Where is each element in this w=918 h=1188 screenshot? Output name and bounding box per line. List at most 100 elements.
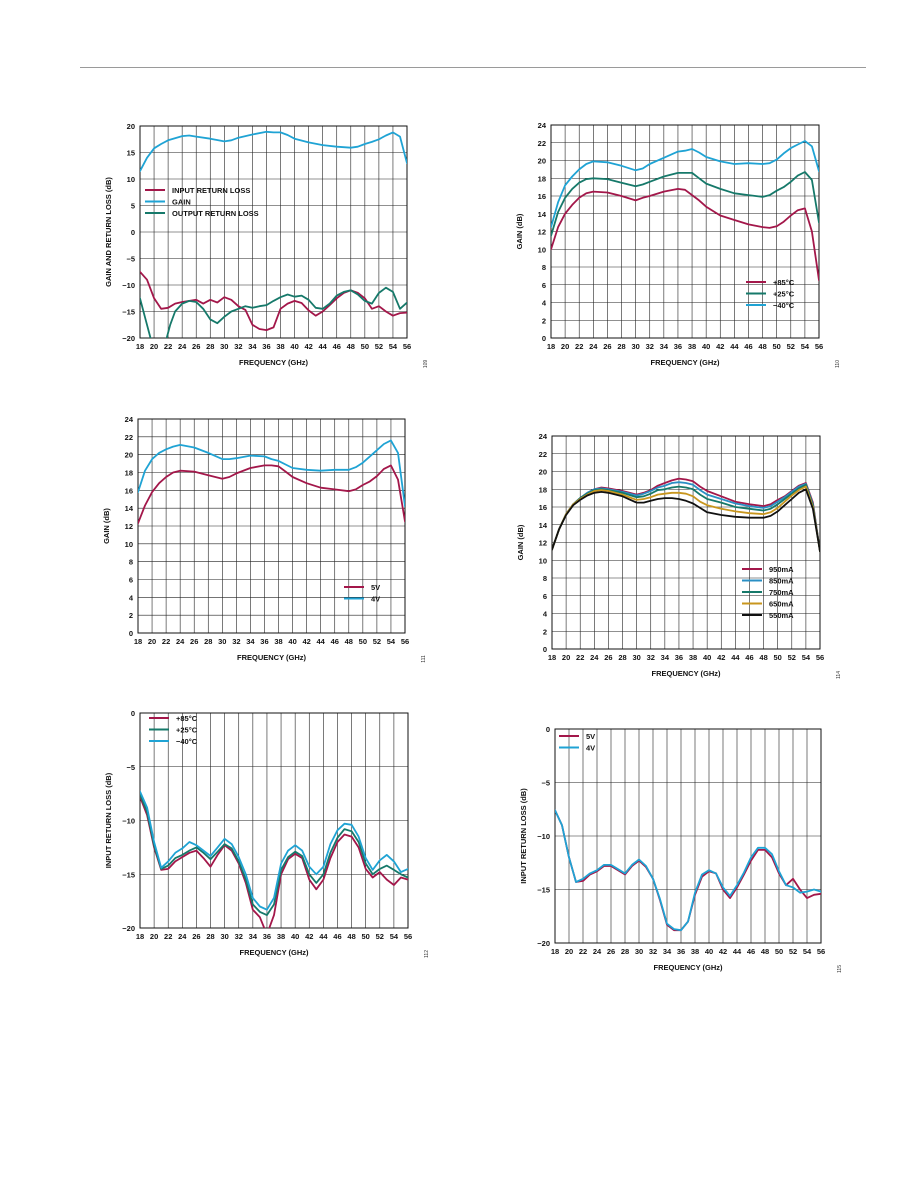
series-line-5v [138,464,405,525]
x-tick-label: 42 [304,342,312,351]
y-tick-label: 22 [538,139,546,148]
series-line--40-c [140,790,408,911]
x-tick-label: 40 [290,342,298,351]
plot-frame [139,712,409,929]
x-tick-label: 18 [547,342,555,351]
series-line--25-c [551,171,819,237]
series-group [551,140,819,282]
x-tick-label: 40 [288,637,296,646]
x-tick-label: 52 [788,653,796,662]
y-tick-label: 12 [539,539,547,548]
x-tick-label: 46 [744,342,752,351]
x-tick-label: 56 [401,637,409,646]
plot-area: 18 20 22 24 26 28 30 32 34 36 38 40 42 44 46 48 50 52 54 56… [104,122,429,368]
y-tick-label: 0 [542,334,546,343]
y-tick-label: 2 [129,611,133,620]
x-tick-label: 28 [617,342,625,351]
x-tick-label: 18 [134,637,142,646]
y-tick-label: 5 [131,202,135,211]
chart-5: 18 20 22 24 26 28 30 32 34 36 38 40 42 44 46 48 50 52 54 56… [104,709,430,958]
x-tick-label: 54 [801,342,810,351]
legend-label: 850mA [769,577,794,586]
legend-label: OUTPUT RETURN LOSS [172,209,259,218]
y-tick-label: 12 [538,228,546,237]
x-tick-label: 36 [262,342,270,351]
figure-id: 114 [836,671,842,679]
x-tick-label: 32 [646,342,654,351]
y-tick-label: 8 [129,558,133,567]
x-tick-label: 30 [632,653,640,662]
legend-label: 650mA [769,600,794,609]
x-tick-label: 52 [376,932,384,941]
chart-2: 18 20 22 24 26 28 30 32 34 36 38 40 42 44 46 48 50 52 54 56… [515,121,841,368]
plot-frame [551,435,821,650]
x-tick-label: 34 [661,653,670,662]
x-tick-label: 40 [705,947,713,956]
x-tick-label: 28 [204,637,212,646]
y-tick-label: 14 [538,210,547,219]
x-tick-label: 40 [291,932,299,941]
x-tick-label: 56 [817,947,825,956]
plot-frame [137,418,406,634]
x-tick-label: 20 [150,932,158,941]
x-tick-label: 44 [730,342,739,351]
y-axis-label: GAIN (dB) [102,508,111,544]
y-tick-label: −20 [122,334,135,343]
x-tick-label: 36 [674,342,682,351]
x-tick-label: 18 [136,932,144,941]
y-axis-label: INPUT RETURN LOSS (dB) [104,772,113,868]
x-tick-label: 46 [333,932,341,941]
x-tick-label: 22 [164,342,172,351]
series-line-650ma [552,485,820,553]
series-group [552,477,820,553]
y-tick-label: 24 [539,432,548,441]
y-tick-label: −20 [537,939,550,948]
x-tick-label: 48 [345,637,353,646]
series-group [138,439,405,525]
legend: 950mA 850mA 750mA 650mA 550mA [742,565,794,620]
x-tick-label: 38 [276,342,284,351]
y-tick-label: 14 [539,521,548,530]
x-tick-label: 20 [148,637,156,646]
x-tick-label: 54 [803,947,812,956]
x-tick-label: 28 [621,947,629,956]
x-tick-label: 50 [359,637,367,646]
y-tick-label: 14 [125,504,134,513]
y-tick-label: 16 [125,486,133,495]
figure-id: 110 [835,360,841,368]
x-tick-label: 26 [190,637,198,646]
x-tick-label: 40 [703,653,711,662]
x-tick-label: 44 [731,653,740,662]
legend: +85°C +25°C −40°C [746,278,795,310]
y-tick-label: 0 [543,645,547,654]
x-tick-label: 26 [192,342,200,351]
x-tick-label: 48 [761,947,769,956]
x-axis-label: FREQUENCY (GHz) [650,358,720,367]
y-tick-label: 18 [538,174,546,183]
series-line--40-c [551,140,819,228]
x-tick-label: 38 [274,637,282,646]
x-tick-label: 52 [375,342,383,351]
figure-id: 109 [423,360,429,369]
x-tick-label: 28 [618,653,626,662]
y-tick-label: −10 [537,832,550,841]
x-tick-label: 20 [150,342,158,351]
legend: INPUT RETURN LOSS GAIN OUTPUT RETURN LOSS [145,186,259,218]
x-tick-label: 32 [647,653,655,662]
x-axis-label: FREQUENCY (GHz) [237,653,307,662]
series-line-input-return-loss [140,270,407,331]
y-tick-label: 20 [125,451,133,460]
series-line-4v [555,809,821,932]
y-tick-label: 0 [131,709,135,718]
x-tick-label: 18 [136,342,144,351]
legend: +85°C +25°C −40°C [149,714,198,746]
x-tick-label: 24 [590,653,599,662]
y-tick-label: 4 [129,593,134,602]
x-tick-label: 48 [347,342,355,351]
chart-6: 18 20 22 24 26 28 30 32 34 36 38 40 42 44 46 48 50 52 54 56… [519,725,843,973]
y-tick-label: 6 [129,576,133,585]
y-tick-label: −5 [126,763,135,772]
y-tick-label: 10 [127,175,135,184]
x-tick-label: 30 [218,637,226,646]
